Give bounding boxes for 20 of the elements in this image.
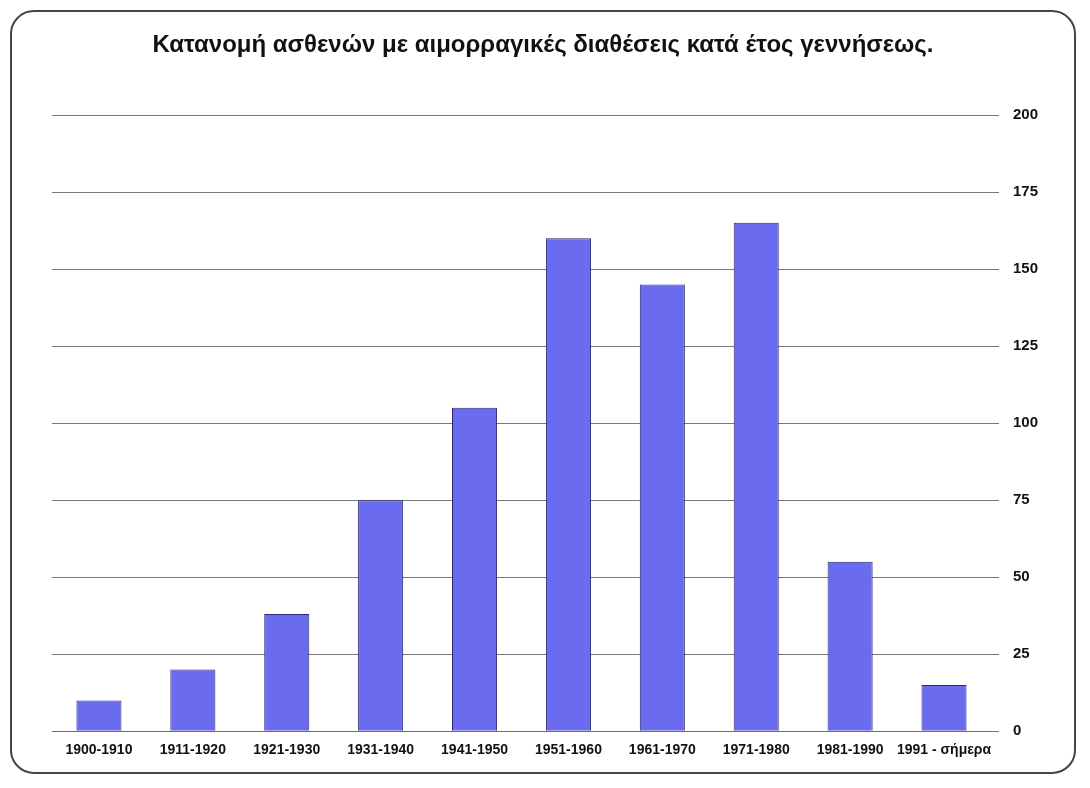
x-tick-label: 1911-1920 bbox=[159, 741, 227, 758]
x-tick-label: 1961-1970 bbox=[628, 741, 697, 758]
y-tick-label: 25 bbox=[1012, 644, 1030, 662]
x-tick-label: 1981-1990 bbox=[816, 741, 884, 758]
y-tick-label: 125 bbox=[1012, 336, 1038, 354]
chart-title: Κατανομή ασθενών με αιμορραγικές διαθέσεις κατά έτος γεννήσεως. bbox=[151, 30, 935, 58]
x-tick-label: 1900-1910 bbox=[65, 741, 133, 758]
x-tick-label: 1991 - σήμερα bbox=[896, 741, 992, 758]
y-tick-label: 0 bbox=[1012, 721, 1022, 739]
x-tick-label: 1931-1940 bbox=[347, 741, 415, 758]
x-tick-label: 1951-1960 bbox=[534, 741, 603, 758]
y-tick-label: 175 bbox=[1012, 182, 1038, 200]
y-tick-label: 200 bbox=[1012, 105, 1038, 123]
x-tick-label: 1971-1980 bbox=[722, 741, 790, 758]
y-tick-label: 75 bbox=[1012, 490, 1030, 508]
y-tick-label: 50 bbox=[1012, 567, 1030, 585]
y-tick-label: 150 bbox=[1012, 259, 1038, 277]
y-tick-label: 100 bbox=[1012, 413, 1038, 431]
x-tick-label: 1921-1930 bbox=[253, 741, 321, 758]
x-tick-label: 1941-1950 bbox=[441, 741, 509, 758]
